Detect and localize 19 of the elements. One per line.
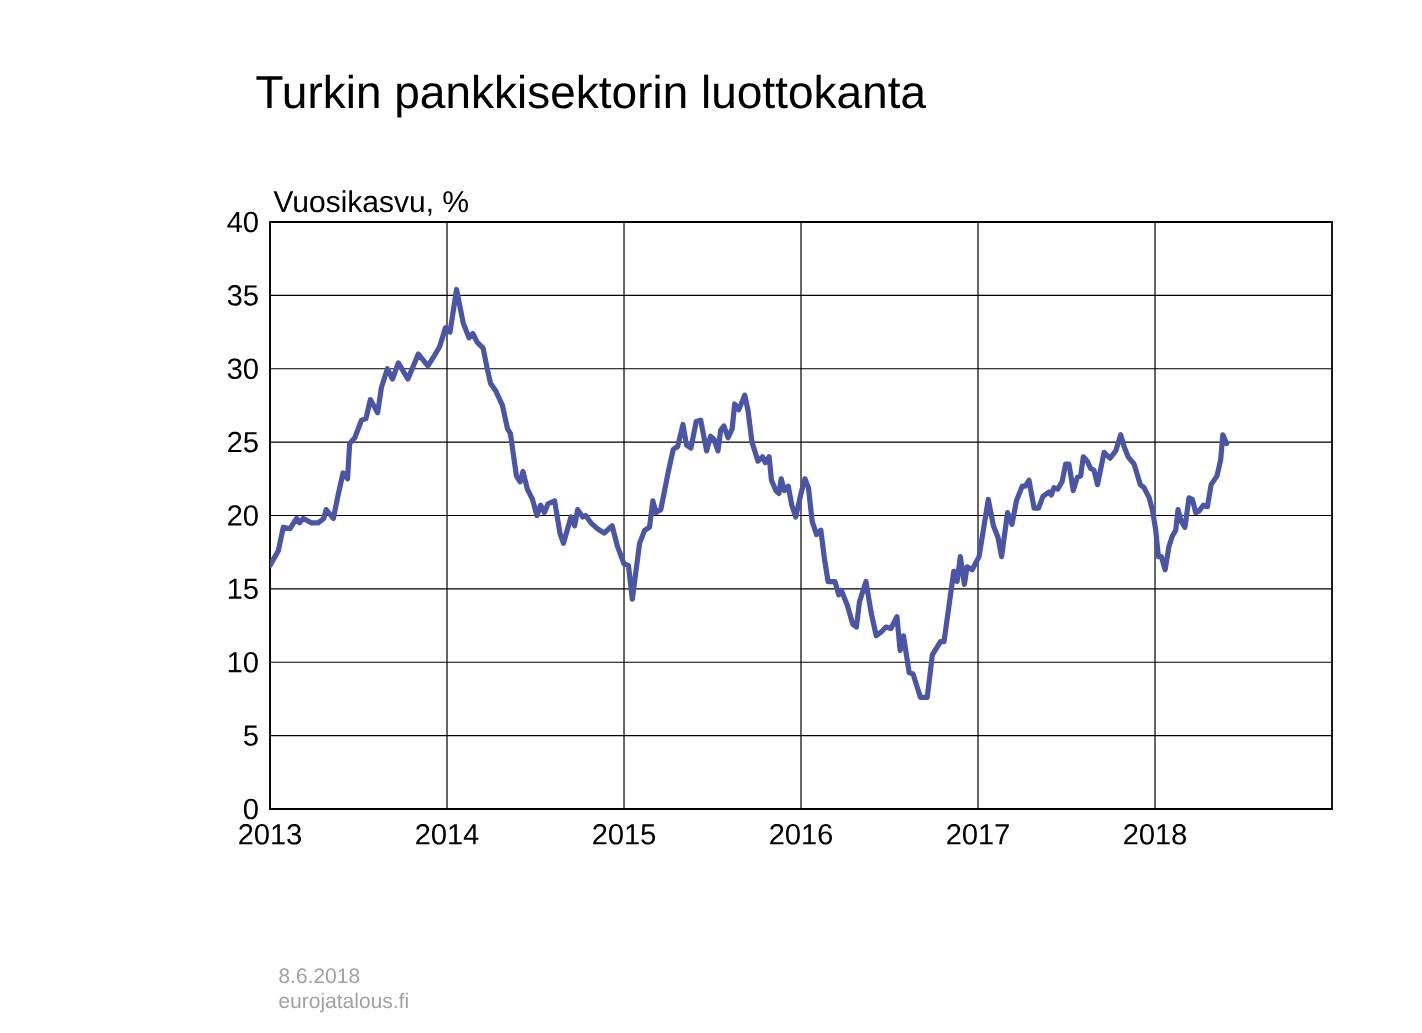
y-tick-label: 20: [228, 505, 258, 526]
y-tick-label: 15: [228, 578, 258, 599]
x-tick-label: 2014: [416, 824, 479, 845]
y-tick-label: 10: [228, 651, 258, 673]
x-tick-label: 2015: [593, 824, 656, 845]
text: eurojatalous.fi: [279, 992, 408, 1013]
text: 8.6.2018: [279, 968, 360, 984]
y-tick-label: 5: [243, 725, 258, 746]
x-tick-label: 2018: [1124, 824, 1186, 845]
y-axis-title: Vuosikasvu, %: [273, 190, 468, 216]
y-tick-label: 25: [228, 431, 258, 453]
x-tick-label: 2013: [239, 824, 301, 845]
chart-title: Turkin pankkisektorin luottokanta: [256, 74, 927, 118]
y-tick-label: 30: [227, 358, 258, 380]
y-tick-label: 40: [227, 211, 258, 233]
x-tick-label: 2017: [947, 824, 1009, 845]
x-tick-label: 2016: [770, 824, 832, 845]
y-tick-label: 35: [227, 285, 258, 306]
y-tick-label: 0: [243, 798, 258, 820]
